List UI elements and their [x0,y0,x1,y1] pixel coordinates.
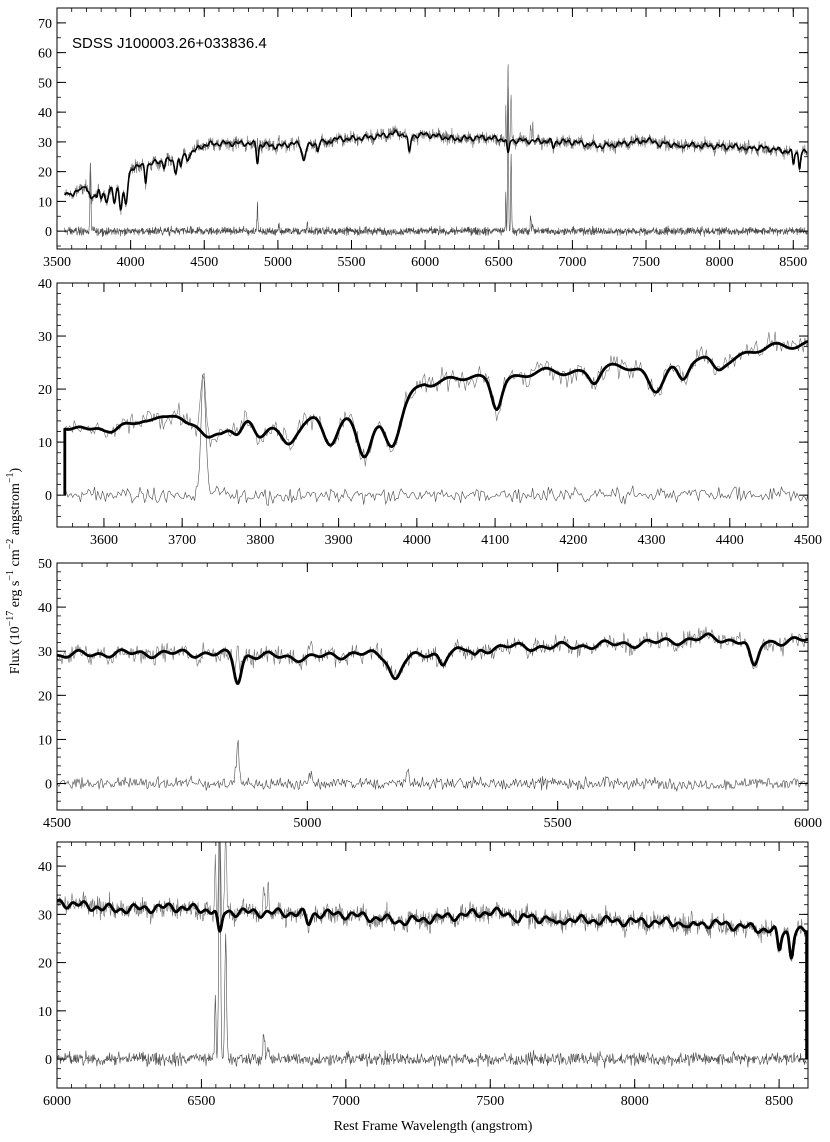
y-tick-label: 20 [38,689,52,704]
y-axis-label-exponent-1: −17 [5,611,16,627]
y-axis-label-part-2: erg s [8,581,23,611]
model-spectrum-line [57,898,808,1060]
y-axis-label-exponent-4: −1 [5,472,16,483]
residual-spectrum-line [64,87,808,238]
y-tick-label: 20 [38,957,52,972]
x-tick-label: 7500 [632,255,660,270]
panel-2-plot-area [63,331,808,507]
x-tick-label: 4000 [403,533,431,548]
x-tick-label: 3700 [168,533,196,548]
x-tick-label: 7000 [332,1094,360,1109]
y-axis-label-prefix: Flux (10 [8,626,23,674]
x-tick-label: 4400 [716,533,744,548]
object-name-label: SDSS J100003.26+033836.4 [72,35,267,52]
x-tick-label: 3600 [90,533,118,548]
panel-4-frame [56,841,809,1089]
y-tick-label: 40 [38,106,52,121]
model-spectrum-line [57,632,808,685]
y-tick-label: 10 [38,195,52,210]
x-tick-label: 4500 [43,816,71,831]
x-tick-label: 8500 [765,1094,793,1109]
y-tick-label: 10 [38,733,52,748]
x-tick-label: 4200 [559,533,587,548]
x-tick-label: 4300 [638,533,666,548]
panel-1-frame [56,7,809,250]
y-tick-label: 30 [38,330,52,345]
y-axis-label: Flux (10−17 erg s−1 cm−2 angstrom−1) [5,467,23,674]
x-tick-label: 4500 [190,255,218,270]
y-tick-label: 10 [38,436,52,451]
panel-4-plot-area [57,842,808,1069]
x-tick-label: 6500 [187,1094,215,1109]
x-tick-label: 6000 [43,1094,71,1109]
y-axis-label-part-3: cm [8,549,23,570]
y-tick-label: 40 [38,601,52,616]
x-tick-label: 3800 [246,533,274,548]
observed-spectrum-line [57,626,808,680]
x-tick-label: 8000 [706,255,734,270]
y-tick-label: 0 [45,1053,52,1068]
y-axis-label-part-4: angstrom [8,483,23,539]
y-tick-label: 0 [45,489,52,504]
y-tick-label: 0 [45,778,52,793]
panels-group: 3500 4000 4500 5000 5500 6000 6500 7000 7500 8000… [38,7,822,1109]
residual-spectrum-line [57,842,807,1069]
panel-4: 6000 6500 7000 7500 8000 8500 0 10 20 30 40 [38,841,809,1109]
observed-spectrum-line [64,331,808,467]
x-tick-label: 4000 [117,255,145,270]
x-tick-label: 6000 [411,255,439,270]
x-tick-label: 7000 [558,255,586,270]
panel-2: 3600 3700 3800 3900 4000 4100 4200 4300 4400 4500… [38,277,822,548]
observed-spectrum-line [57,842,807,962]
y-tick-label: 70 [38,17,52,32]
panel-1: 3500 4000 4500 5000 5500 6000 6500 7000 7500 8000… [38,7,809,270]
model-spectrum-line [63,129,808,211]
x-tick-label: 6500 [485,255,513,270]
y-tick-label: 20 [38,383,52,398]
observed-spectrum-line [64,64,808,216]
x-tick-label: 6000 [794,816,822,831]
y-tick-label: 30 [38,908,52,923]
x-axis-label: Rest Frame Wavelength (angstrom) [334,1119,533,1134]
y-tick-label: 30 [38,136,52,151]
y-tick-label: 50 [38,76,52,91]
model-spectrum-line [63,339,808,496]
x-tick-label: 5500 [338,255,366,270]
x-tick-label: 7500 [476,1094,504,1109]
y-axis-label-suffix: ) [8,467,23,472]
panel-3: 4500 5000 5500 6000 0 10 20 30 40 50 [38,557,822,831]
y-tick-label: 40 [38,860,52,875]
y-tick-label: 50 [38,557,52,572]
y-axis-label-exponent-2: −1 [5,570,16,581]
y-tick-label: 0 [45,225,52,240]
x-tick-label: 5000 [293,816,321,831]
x-tick-label: 3500 [43,255,71,270]
panel-3-frame [56,562,809,811]
residual-spectrum-line [64,374,808,507]
panel-1-plot-area [63,64,808,238]
y-tick-label: 60 [38,47,52,62]
panel-3-plot-area [57,626,808,793]
y-axis-label-exponent-3: −2 [5,539,16,550]
x-tick-label: 3900 [325,533,353,548]
y-tick-label: 30 [38,645,52,660]
x-tick-label: 8000 [621,1094,649,1109]
x-tick-label: 4500 [794,533,822,548]
x-tick-label: 4100 [481,533,509,548]
y-tick-label: 20 [38,166,52,181]
x-tick-label: 5000 [264,255,292,270]
x-tick-label: 5500 [544,816,572,831]
x-tick-label: 8500 [779,255,807,270]
y-tick-label: 40 [38,277,52,292]
y-tick-label: 10 [38,1005,52,1020]
residual-spectrum-line [57,740,808,793]
